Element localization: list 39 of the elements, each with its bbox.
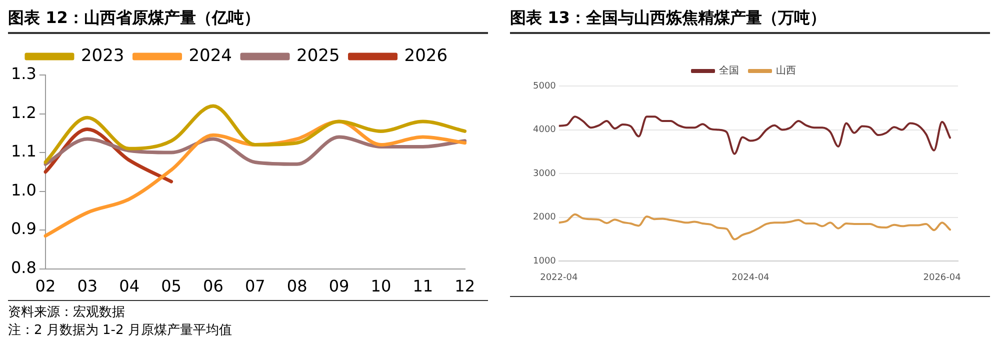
y-tick-label: 1.0 — [10, 180, 36, 200]
text: 注：2 月数据为 1-2 月原煤产量平均值 — [8, 322, 233, 340]
legend-label: 2026 — [404, 46, 448, 66]
y-tick-label: 0.9 — [10, 219, 36, 238]
y-tick-label: 5000 — [533, 81, 556, 92]
y-tick-label: 1.2 — [10, 102, 36, 122]
legend-label: 2024 — [188, 46, 232, 66]
y-tick-label: 2000 — [533, 212, 556, 223]
line-series — [558, 116, 952, 155]
line-series — [44, 135, 467, 166]
y-tick-label: 0.8 — [10, 258, 36, 277]
legend-label: 山西 — [776, 64, 796, 77]
legend-label: 2025 — [296, 46, 340, 66]
x-tick-label: 05 — [161, 276, 182, 296]
x-tick-label: 10 — [370, 276, 392, 296]
text: 资料来源：宏观数据 — [8, 304, 126, 322]
x-tick-label: 03 — [77, 276, 98, 296]
x-tick-label: 09 — [328, 276, 350, 296]
x-tick-label: 07 — [244, 276, 266, 296]
x-tick-label: 04 — [119, 276, 140, 296]
chart-title: 图表 13：全国与山西炼焦精煤产量（万吨） — [510, 8, 990, 34]
x-tick-label: 08 — [286, 276, 308, 296]
x-tick-label: 12 — [454, 276, 475, 296]
y-tick-label: 1.1 — [10, 142, 36, 161]
x-tick-label: 2026-04 — [923, 272, 962, 283]
line-series — [558, 213, 952, 240]
chart-title: 图表 12：山西省原煤产量（亿吨） — [8, 8, 488, 34]
x-tick-label: 2024-04 — [732, 272, 770, 283]
y-tick-label: 1000 — [533, 256, 556, 267]
x-tick-label: 11 — [412, 276, 434, 296]
legend-label: 全国 — [719, 64, 739, 77]
legend-label: 2023 — [80, 46, 124, 66]
y-tick-label: 3000 — [533, 168, 556, 179]
x-tick-label: 02 — [35, 276, 56, 296]
x-tick-label: 2022-04 — [540, 272, 578, 283]
y-tick-label: 4000 — [533, 125, 556, 136]
y-tick-label: 1.3 — [10, 64, 36, 84]
line-series — [44, 104, 467, 164]
x-tick-label: 06 — [203, 276, 224, 296]
